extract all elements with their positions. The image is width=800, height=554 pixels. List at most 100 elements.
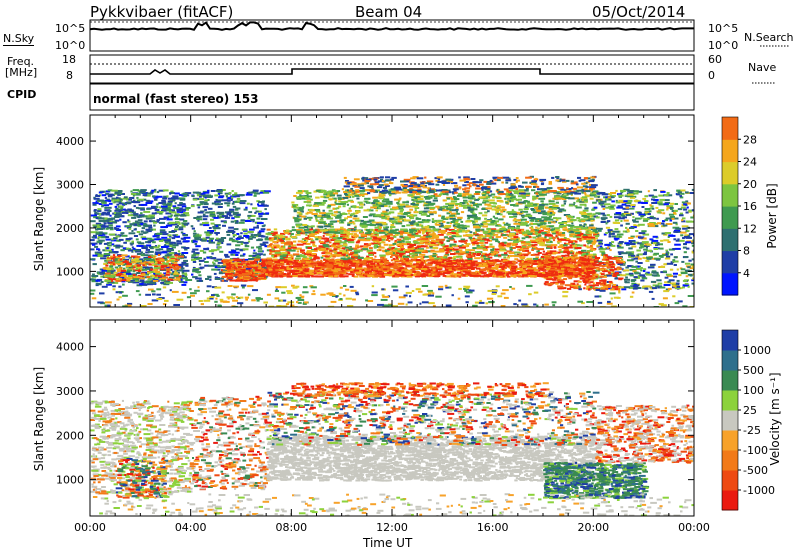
power-cell	[395, 248, 402, 251]
power-cell	[500, 246, 504, 249]
power-cell	[292, 273, 298, 275]
power-cell	[167, 200, 173, 203]
power-cell	[313, 261, 317, 264]
power-cell	[199, 259, 205, 262]
power-cell	[213, 272, 217, 275]
power-cell	[198, 279, 203, 282]
power-cell	[236, 261, 240, 264]
power-cell	[151, 189, 155, 192]
power-cell	[130, 193, 137, 195]
power-cell	[478, 272, 482, 275]
power-cell	[165, 268, 171, 271]
power-cell	[431, 239, 435, 242]
power-cell	[400, 243, 408, 246]
power-cell	[342, 247, 346, 250]
power-cell	[364, 273, 369, 276]
power-cell	[105, 190, 111, 193]
power-cell	[306, 274, 314, 277]
power-cell	[437, 259, 442, 262]
power-cell	[420, 240, 425, 243]
power-cell	[465, 248, 470, 251]
power-cell	[136, 253, 142, 255]
power-cell	[141, 283, 148, 286]
power-cell	[305, 272, 311, 275]
power-cell	[181, 252, 189, 254]
power-cell	[586, 238, 592, 241]
power-cell	[164, 280, 170, 283]
power-cell	[356, 271, 361, 274]
power-cell	[161, 202, 167, 205]
power-cell	[196, 218, 202, 221]
power-cell	[101, 190, 105, 193]
power-cell	[515, 237, 520, 240]
power-cell	[97, 237, 100, 240]
power-cell	[434, 275, 440, 278]
power-cell	[581, 249, 587, 252]
power-cell	[314, 248, 318, 251]
power-cell	[234, 272, 241, 275]
power-cell	[242, 253, 246, 256]
power-cell	[471, 274, 477, 277]
power-cell	[365, 272, 368, 275]
power-cell	[286, 273, 290, 276]
power-cell	[307, 261, 313, 263]
power-cell	[347, 269, 353, 272]
power-cell	[537, 248, 545, 251]
power-cell	[557, 246, 564, 248]
power-cell	[453, 255, 460, 258]
power-cell	[523, 242, 531, 245]
power-cell	[241, 258, 244, 261]
power-cell	[106, 211, 110, 214]
power-cell	[508, 271, 513, 274]
power-cell	[168, 207, 171, 210]
power-cell	[225, 193, 228, 196]
power-cell	[397, 250, 400, 253]
power-cell	[118, 198, 123, 201]
power-cell	[236, 233, 240, 235]
power-cell	[272, 241, 277, 243]
power-cell	[415, 266, 421, 268]
power-cell	[518, 263, 525, 266]
power-cell	[90, 214, 97, 217]
power-cell	[197, 219, 200, 222]
power-cell	[377, 267, 382, 270]
power-cell	[202, 206, 209, 209]
power-cell	[402, 270, 407, 273]
power-cell	[410, 268, 415, 271]
power-cell	[126, 201, 132, 204]
power-cell	[147, 241, 151, 244]
power-cell	[247, 260, 253, 263]
power-cell	[343, 243, 348, 246]
power-cell	[191, 256, 194, 259]
power-cell	[154, 238, 162, 241]
power-cell	[355, 244, 359, 247]
power-cell	[146, 237, 152, 240]
power-cell	[199, 223, 203, 226]
power-cell	[244, 277, 252, 279]
power-cell	[286, 262, 291, 265]
power-cell	[460, 238, 466, 241]
power-cell	[396, 272, 402, 274]
power-cell	[301, 241, 307, 243]
power-cell	[425, 228, 431, 231]
power-cell	[471, 239, 477, 241]
power-cell	[433, 240, 440, 243]
power-cell	[548, 237, 554, 240]
power-cell	[226, 233, 231, 236]
power-cell	[550, 265, 558, 268]
power-cell	[180, 237, 185, 240]
power-cell	[138, 198, 144, 201]
power-cell	[357, 245, 362, 248]
power-cell	[451, 261, 456, 263]
power-cell	[495, 259, 498, 262]
power-cell	[334, 259, 339, 262]
power-cell	[131, 250, 134, 253]
power-cell	[383, 274, 390, 277]
power-cell	[534, 271, 541, 274]
power-cell	[105, 262, 109, 265]
power-cell	[465, 251, 470, 254]
power-cell	[149, 192, 153, 195]
power-cell	[107, 244, 112, 247]
power-cell	[257, 267, 261, 270]
power-cell	[542, 253, 549, 256]
